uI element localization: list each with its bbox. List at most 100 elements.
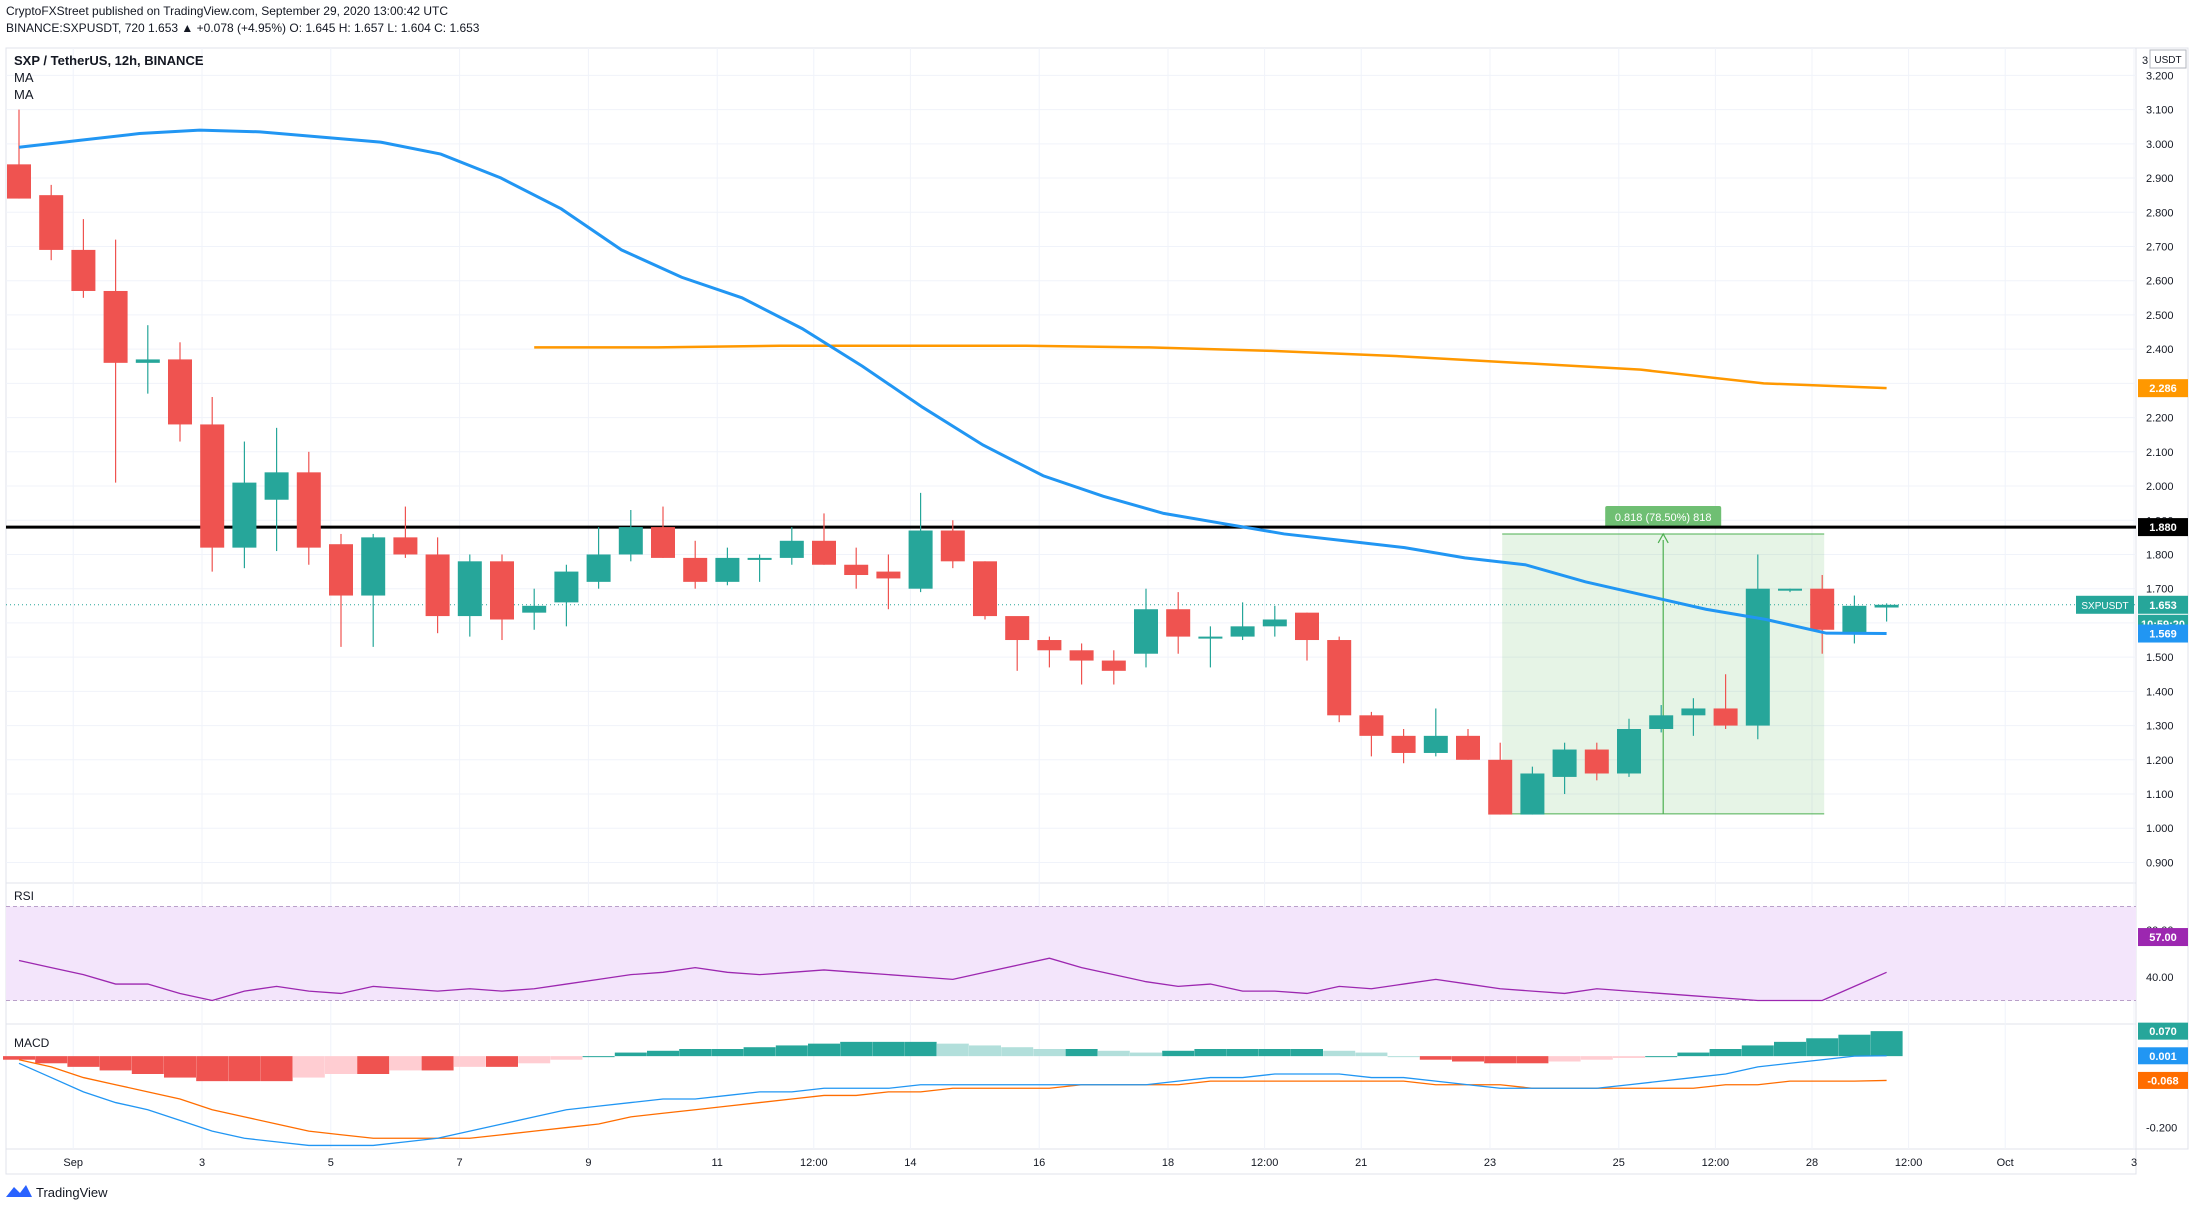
candle-body: [1552, 749, 1577, 777]
time-tick-label: 28: [1806, 1157, 1818, 1169]
legend-ma-2[interactable]: MA: [14, 87, 34, 102]
macd-histogram-bar: [679, 1049, 712, 1057]
time-tick-label: 12:00: [1251, 1157, 1279, 1169]
candle-body: [425, 554, 450, 617]
macd-tick-label: -0.200: [2146, 1123, 2177, 1135]
macd-histogram-bar: [1130, 1052, 1162, 1057]
price-tick-label: 1.800: [2146, 549, 2174, 561]
candle-body: [651, 527, 675, 558]
macd-histogram-bar: [389, 1056, 422, 1071]
macd-histogram-bar: [1065, 1049, 1098, 1057]
price-pane[interactable]: [5, 47, 2137, 884]
price-tick-label: 1.500: [2146, 652, 2174, 664]
price-tick-label: 1.100: [2146, 789, 2174, 801]
measure-label: 0.818 (78.50%) 818: [1615, 512, 1712, 524]
candle-body: [1198, 636, 1223, 639]
candle-body: [457, 561, 482, 617]
macd-histogram-bar: [1387, 1056, 1420, 1058]
macd-histogram-bar: [99, 1056, 132, 1071]
price-tick-label: 2.500: [2146, 310, 2174, 322]
candle-body: [973, 561, 997, 617]
price-tick-label: 1.300: [2146, 721, 2174, 733]
candle-body: [1456, 735, 1480, 760]
currency-box[interactable]: [2149, 49, 2187, 69]
time-tick-label: 11: [711, 1157, 722, 1169]
macd-histogram-bar: [292, 1056, 325, 1078]
ma-orange-badge-box: [2138, 379, 2188, 398]
price-tick-label: 1.700: [2146, 584, 2174, 596]
price-tick-label: 2.000: [2146, 481, 2174, 493]
candle-body: [522, 605, 547, 613]
candle-body: [1778, 588, 1802, 591]
candle-body: [747, 557, 772, 560]
ma-blue-line: [18, 128, 1887, 636]
candle-body: [618, 527, 643, 555]
candle-body: [1005, 616, 1030, 641]
macd-histogram-bar: [228, 1056, 261, 1082]
tradingview-logo-icon[interactable]: [6, 1185, 32, 1197]
candle-body: [876, 571, 901, 579]
candle-body: [39, 195, 64, 250]
candle-body: [586, 554, 611, 582]
macd-layer: [3, 1031, 1903, 1147]
macd-histogram-bar: [1677, 1052, 1710, 1057]
macd-histogram-bar: [1001, 1047, 1034, 1057]
price-tick-label: 2.700: [2146, 241, 2174, 253]
candle-body: [71, 249, 96, 291]
macd-histogram-bar: [1194, 1049, 1227, 1057]
macd-histogram-bar: [67, 1056, 100, 1067]
price-tick-label: 2.600: [2146, 276, 2174, 288]
macd-histogram-bar: [582, 1056, 615, 1058]
legend-ma-1[interactable]: MA: [14, 70, 34, 85]
macd-histogram-bar: [1870, 1031, 1903, 1057]
measure-label-box: [1605, 505, 1722, 528]
candle-body: [7, 164, 31, 199]
candle-body: [1649, 715, 1674, 730]
macd-histogram-bar: [1548, 1056, 1581, 1062]
macd-histogram-bar: [164, 1056, 196, 1078]
macd-histogram-bar: [614, 1052, 647, 1057]
time-tick-label: 12:00: [800, 1157, 828, 1169]
time-tick-label: Sep: [63, 1157, 83, 1169]
candle-body: [844, 564, 869, 576]
macd-histogram-bar: [711, 1049, 744, 1057]
rsi-value-badge-box: [2138, 928, 2188, 947]
macd-histogram-bar: [1741, 1045, 1774, 1057]
rsi-tick-label: 40.00: [2146, 972, 2174, 984]
macd-histogram-bar: [1774, 1041, 1806, 1057]
macd-hist-badge-box: [2138, 1022, 2188, 1040]
macd-histogram-bar: [1033, 1049, 1066, 1057]
candle-body: [908, 530, 933, 589]
time-axis[interactable]: [5, 1148, 2137, 1175]
macd-histogram-bar: [518, 1056, 551, 1064]
macd-signal-badge: -0.068: [2147, 1075, 2178, 1087]
candle-body: [554, 571, 579, 603]
macd-signal-badge-box: [2138, 1071, 2188, 1089]
footer-brand[interactable]: TradingView: [36, 1185, 108, 1200]
candle-body: [812, 540, 836, 565]
candle-body: [1230, 626, 1255, 637]
time-tick-label: 21: [1355, 1157, 1367, 1169]
candle-body: [296, 472, 321, 548]
candle-body: [264, 472, 289, 500]
candle-body: [1713, 708, 1738, 726]
time-tick-label: 12:00: [1895, 1157, 1923, 1169]
last-price-badge: 1.653: [2149, 600, 2177, 612]
candle-body: [393, 537, 418, 555]
candle-body: [103, 290, 128, 363]
macd-histogram-bar: [872, 1041, 905, 1057]
time-tick-label: 25: [1613, 1157, 1625, 1169]
macd-histogram-bar: [1484, 1056, 1517, 1064]
price-tick-label: 3.000: [2146, 139, 2174, 151]
candle-body: [1101, 660, 1126, 671]
macd-histogram-bar: [904, 1041, 937, 1057]
price-tick-label: 2.900: [2146, 173, 2174, 185]
candle-body: [232, 482, 257, 548]
candle-body: [1874, 604, 1899, 608]
candle-body: [168, 359, 192, 425]
candle-body: [329, 544, 353, 596]
time-tick-label: 3: [2131, 1157, 2137, 1169]
macd-histogram-bar: [775, 1045, 808, 1057]
